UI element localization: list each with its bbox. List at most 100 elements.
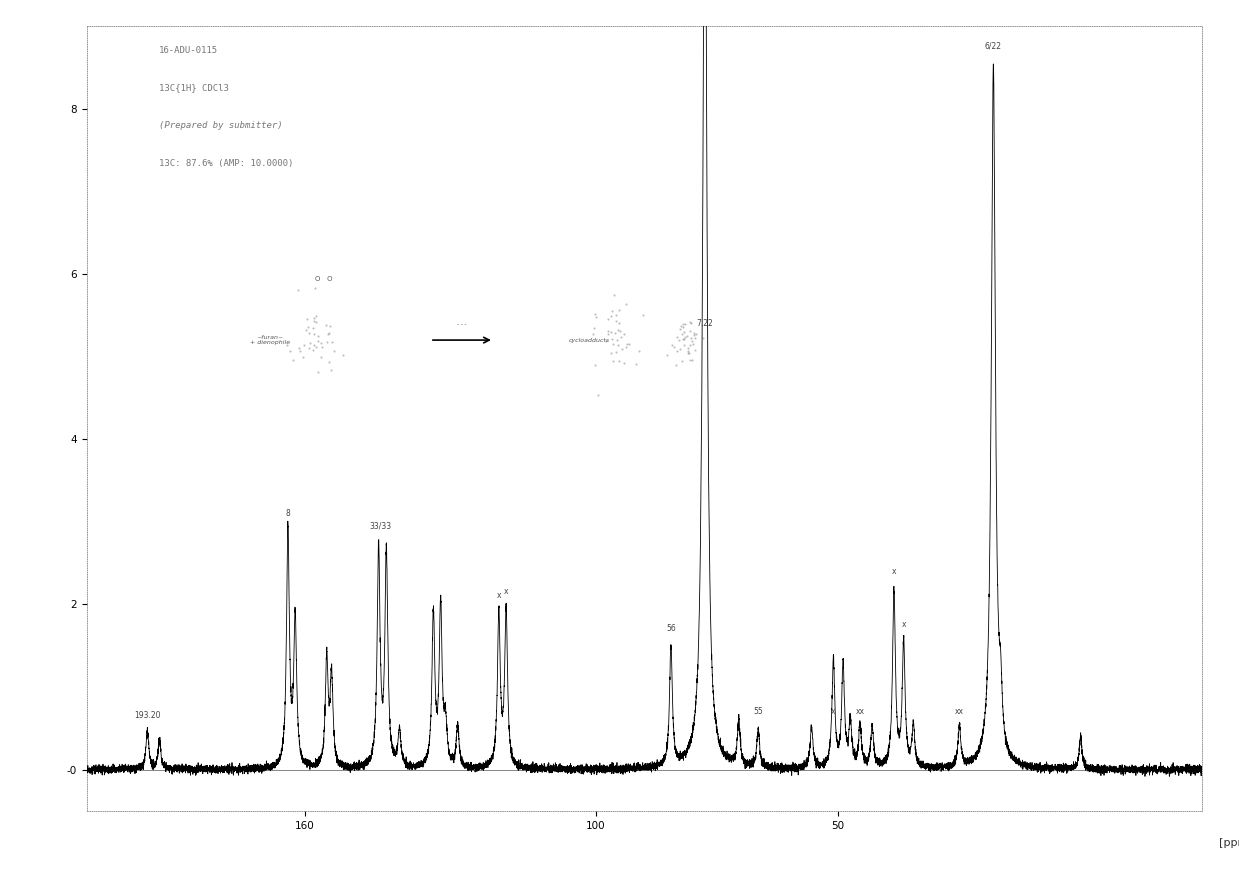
Point: [670, 342, 690, 356]
Point: [662, 338, 681, 352]
Text: xx: xx: [855, 707, 865, 716]
Point: [282, 353, 302, 367]
Point: [300, 341, 320, 355]
Point: [673, 332, 693, 346]
Point: [664, 340, 684, 354]
Point: [620, 337, 639, 351]
Point: [606, 315, 626, 329]
Text: x: x: [497, 591, 501, 600]
Point: [602, 346, 622, 360]
Point: [681, 353, 701, 367]
Text: 13C: 87.6% (AMP: 10.0000): 13C: 87.6% (AMP: 10.0000): [159, 159, 294, 167]
Text: x: x: [504, 587, 508, 596]
Text: 55: 55: [753, 707, 763, 716]
Text: x: x: [902, 620, 906, 630]
Point: [669, 333, 689, 347]
Point: [674, 337, 694, 351]
Point: [610, 324, 629, 337]
Point: [299, 320, 318, 334]
Text: 16-ADU-0115: 16-ADU-0115: [159, 46, 218, 55]
Point: [658, 348, 678, 362]
Point: [320, 319, 339, 333]
Point: [679, 346, 699, 360]
Point: [322, 336, 342, 350]
Point: [318, 355, 338, 369]
Point: [309, 364, 328, 378]
Point: [610, 316, 629, 330]
Point: [684, 337, 704, 351]
Point: [325, 344, 344, 358]
Text: 6/22: 6/22: [985, 42, 1002, 51]
Point: [278, 338, 297, 352]
Point: [680, 353, 700, 367]
Point: [603, 337, 623, 351]
Text: ~furan~
+ dienophile: ~furan~ + dienophile: [250, 335, 290, 345]
Text: 7.22: 7.22: [696, 318, 714, 328]
Point: [289, 341, 309, 355]
Point: [311, 350, 331, 364]
Point: [280, 344, 300, 358]
Text: [ppm]: [ppm]: [1218, 838, 1239, 848]
Point: [684, 326, 704, 340]
Text: O   O: O O: [315, 276, 332, 282]
Point: [305, 337, 325, 351]
Point: [668, 344, 688, 358]
Point: [610, 354, 629, 368]
Point: [601, 325, 621, 339]
Point: [305, 327, 325, 341]
Point: [681, 334, 701, 348]
Point: [302, 321, 322, 335]
Point: [584, 321, 603, 335]
Point: [608, 338, 628, 352]
Point: [608, 324, 628, 337]
Point: [667, 358, 686, 372]
Text: cycloadducts: cycloadducts: [569, 337, 611, 343]
Point: [306, 340, 326, 354]
Point: [681, 331, 701, 345]
Point: [667, 330, 686, 344]
Point: [675, 317, 695, 331]
Text: 56: 56: [667, 624, 675, 633]
Point: [598, 324, 618, 338]
Point: [678, 344, 698, 358]
Point: [294, 350, 313, 364]
Point: [673, 327, 693, 341]
Point: [318, 327, 338, 341]
Point: [679, 346, 699, 360]
Point: [333, 348, 353, 362]
Point: [674, 325, 694, 339]
Point: [602, 303, 622, 317]
Point: [301, 337, 321, 351]
Point: [680, 324, 700, 338]
Point: [585, 307, 605, 321]
Point: [607, 332, 627, 346]
Point: [680, 338, 700, 352]
Point: [628, 344, 648, 358]
Point: [685, 331, 705, 345]
Point: [596, 334, 616, 348]
Point: [674, 317, 694, 331]
Point: [684, 328, 704, 342]
Point: [317, 335, 337, 349]
Point: [597, 312, 617, 326]
Point: [321, 363, 341, 377]
Point: [601, 309, 621, 323]
Point: [608, 303, 628, 317]
Point: [309, 329, 328, 343]
Point: [316, 318, 336, 332]
Point: [603, 288, 623, 302]
Point: [673, 320, 693, 334]
Point: [685, 327, 705, 341]
Point: [674, 331, 694, 345]
Point: [589, 388, 608, 402]
Point: [603, 354, 623, 368]
Point: [306, 310, 326, 324]
Point: [309, 334, 328, 348]
Point: [302, 344, 322, 358]
Point: [582, 327, 602, 341]
Text: (Prepared by submitter): (Prepared by submitter): [159, 121, 282, 130]
Point: [678, 341, 698, 355]
Point: [672, 318, 691, 332]
Point: [289, 283, 309, 297]
Point: [294, 337, 313, 351]
